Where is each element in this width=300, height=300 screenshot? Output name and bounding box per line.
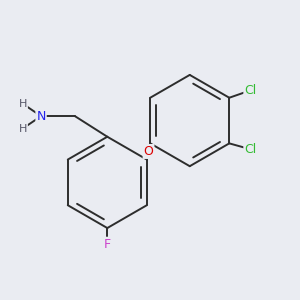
Text: Cl: Cl bbox=[244, 84, 256, 97]
Text: F: F bbox=[104, 238, 111, 251]
Text: H: H bbox=[19, 99, 27, 109]
Text: Cl: Cl bbox=[244, 143, 256, 156]
Text: O: O bbox=[144, 145, 154, 158]
Text: N: N bbox=[36, 110, 46, 123]
Text: H: H bbox=[19, 124, 27, 134]
